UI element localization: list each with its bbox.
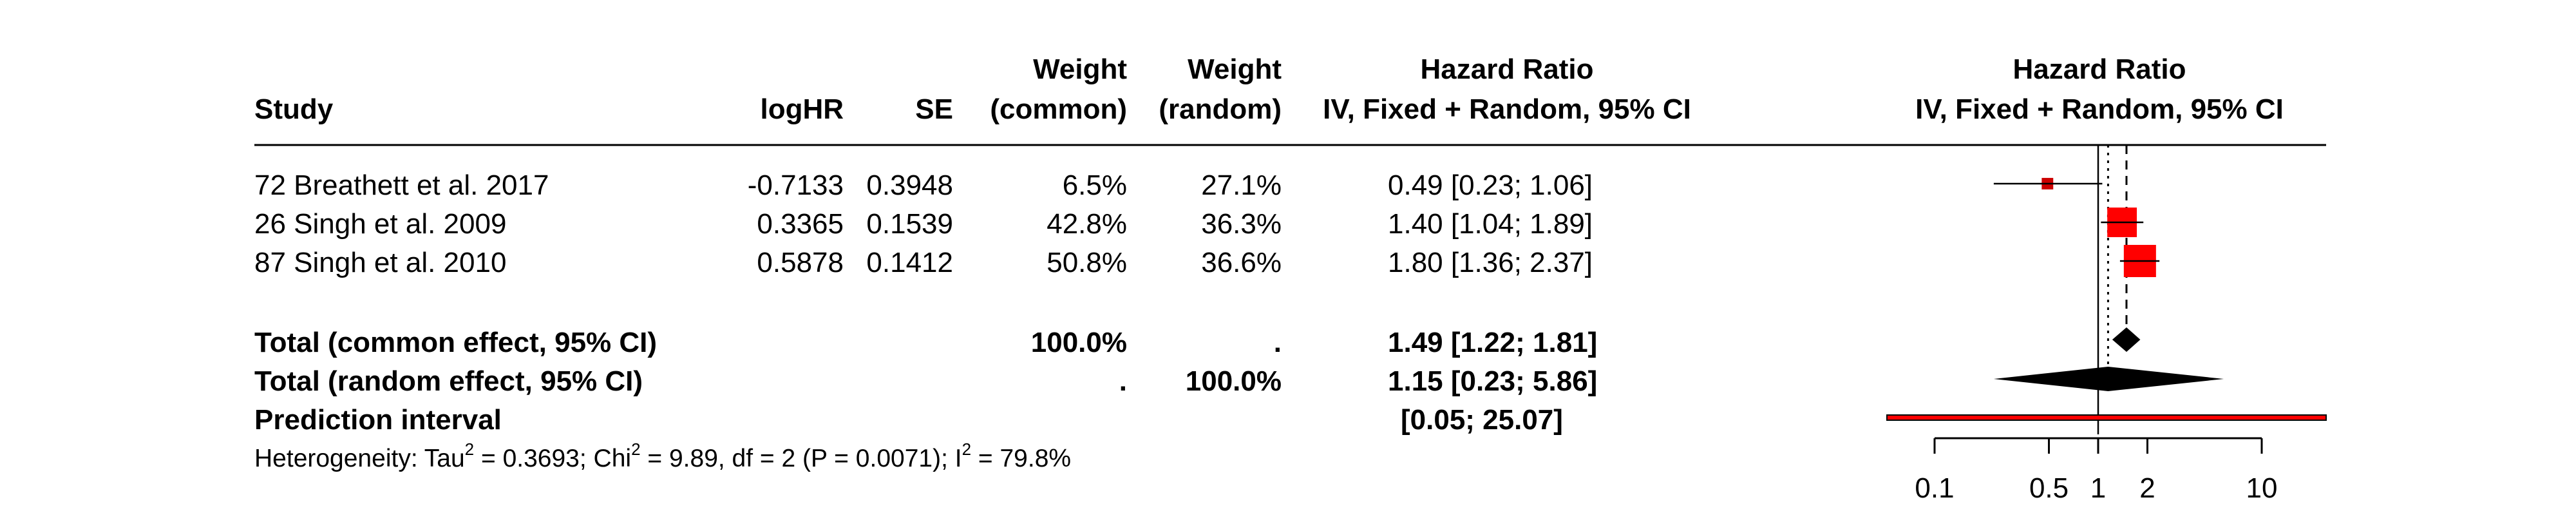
study-weight-common: 50.8% xyxy=(1046,247,1127,278)
header-study: Study xyxy=(254,93,334,125)
header-plot-1: Hazard Ratio xyxy=(2012,53,2186,85)
random-effect-weight-common: . xyxy=(1119,365,1127,397)
header-plot-2: IV, Fixed + Random, 95% CI xyxy=(1915,93,2284,125)
study-hr-ci: 1.80 [1.36; 2.37] xyxy=(1388,247,1593,278)
study-name: 72 Breathett et al. 2017 xyxy=(254,169,549,201)
study-weight-common: 42.8% xyxy=(1046,208,1127,240)
random-effect-diamond xyxy=(1993,367,2224,391)
x-axis-tick-label: 10 xyxy=(2246,472,2278,504)
common-effect-hr: 1.49 [1.22; 1.81] xyxy=(1388,327,1598,358)
random-effect-hr: 1.15 [0.23; 5.86] xyxy=(1388,365,1598,397)
header-hr-2: IV, Fixed + Random, 95% CI xyxy=(1323,93,1691,125)
study-se: 0.1412 xyxy=(866,247,953,278)
heterogeneity-i: = 9.89, df = 2 (P = 0.0071); I xyxy=(640,445,962,472)
study-name: 26 Singh et al. 2009 xyxy=(254,208,507,240)
study-weight-random: 36.3% xyxy=(1201,208,1282,240)
common-effect-weight-common: 100.0% xyxy=(1030,327,1127,358)
study-hr-ci: 1.40 [1.04; 1.89] xyxy=(1388,208,1593,240)
common-effect-weight-random: . xyxy=(1273,327,1282,358)
study-se: 0.1539 xyxy=(866,208,953,240)
study-se: 0.3948 xyxy=(866,169,953,201)
header-weight-common-2: (common) xyxy=(990,93,1127,125)
random-effect-label: Total (random effect, 95% CI) xyxy=(254,365,643,397)
header-loghr: logHR xyxy=(760,93,844,125)
x-axis-tick-label: 1 xyxy=(2090,472,2106,504)
common-effect-diamond xyxy=(2112,327,2141,352)
prediction-interval-label: Prediction interval xyxy=(254,404,502,436)
study-weight-random: 27.1% xyxy=(1201,169,1282,201)
study-hr-ci: 0.49 [0.23; 1.06] xyxy=(1388,169,1593,201)
prediction-interval-ci: [0.05; 25.07] xyxy=(1401,404,1563,436)
x-axis-tick-label: 0.1 xyxy=(1915,472,1954,504)
study-name: 87 Singh et al. 2010 xyxy=(254,247,507,278)
study-loghr: -0.7133 xyxy=(747,169,844,201)
study-weight-random: 36.6% xyxy=(1201,247,1282,278)
heterogeneity-prefix: Heterogeneity: Tau xyxy=(254,445,465,472)
header-weight-random-2: (random) xyxy=(1159,93,1282,125)
common-effect-label: Total (common effect, 95% CI) xyxy=(254,327,658,358)
study-loghr: 0.5878 xyxy=(757,247,844,278)
heterogeneity-suffix: = 79.8% xyxy=(971,445,1072,472)
study-loghr: 0.3365 xyxy=(757,208,844,240)
heterogeneity-chi: = 0.3693; Chi xyxy=(474,445,632,472)
header-hr-1: Hazard Ratio xyxy=(1420,53,1594,85)
tau-superscript: 2 xyxy=(464,440,475,459)
i-superscript: 2 xyxy=(961,440,972,459)
x-axis-tick-label: 0.5 xyxy=(2029,472,2069,504)
random-effect-weight-random: 100.0% xyxy=(1185,365,1282,397)
heterogeneity-stats: Heterogeneity: Tau2 = 0.3693; Chi2 = 9.8… xyxy=(254,441,1072,472)
header-weight-common-1: Weight xyxy=(1033,53,1127,85)
chi-superscript: 2 xyxy=(631,440,641,459)
prediction-interval-bar xyxy=(1886,414,2327,421)
header-weight-random-1: Weight xyxy=(1188,53,1282,85)
header-se: SE xyxy=(915,93,953,125)
x-axis-tick-label: 2 xyxy=(2139,472,2155,504)
study-weight-common: 6.5% xyxy=(1062,169,1127,201)
